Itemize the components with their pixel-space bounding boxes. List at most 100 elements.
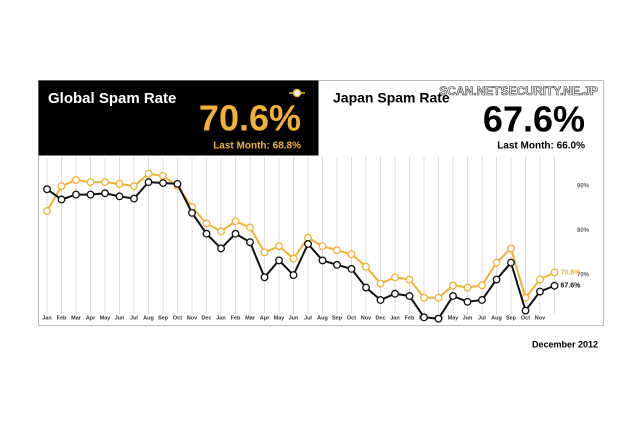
point	[405, 275, 414, 284]
point	[275, 242, 283, 251]
point	[275, 256, 283, 265]
point	[333, 260, 341, 269]
point	[347, 250, 356, 259]
point	[463, 297, 472, 306]
point	[130, 194, 138, 203]
point	[405, 292, 414, 300]
x-tick-label: Aug	[143, 315, 154, 321]
x-tick-label: Jan	[42, 315, 52, 321]
point	[391, 273, 399, 282]
x-tick-label: Oct	[173, 315, 182, 321]
point	[362, 283, 370, 292]
point	[202, 219, 211, 228]
point	[391, 289, 399, 298]
x-tick-label: May	[448, 315, 460, 321]
point	[536, 287, 544, 296]
point	[318, 256, 327, 265]
x-tick-label: Oct	[347, 315, 356, 321]
point	[86, 178, 95, 187]
value-label: 67.6%	[561, 283, 582, 290]
global-panel	[38, 80, 319, 156]
point	[289, 254, 298, 263]
point	[463, 283, 472, 292]
point	[159, 171, 167, 180]
point	[86, 190, 95, 199]
point	[217, 227, 225, 236]
point	[43, 207, 51, 215]
point	[304, 239, 312, 248]
point	[101, 178, 109, 187]
y-tick-label: 80%	[577, 228, 590, 234]
point	[333, 246, 341, 255]
point	[507, 244, 515, 253]
point	[434, 314, 443, 323]
x-tick-label: Dec	[375, 315, 385, 321]
point	[318, 242, 327, 251]
x-tick-label: May	[274, 315, 286, 321]
point	[260, 248, 269, 257]
x-tick-label: Sep	[158, 315, 169, 321]
point	[246, 238, 254, 247]
x-tick-label: Apr	[260, 315, 270, 321]
x-tick-label: Jul	[130, 315, 138, 321]
japan-rate: 67.6%	[483, 99, 585, 140]
point	[521, 306, 530, 315]
point	[536, 275, 544, 284]
point	[478, 281, 486, 290]
point	[217, 244, 225, 253]
point	[144, 178, 153, 187]
x-tick-label: Sep	[332, 315, 343, 321]
x-tick-label: Mar	[245, 315, 256, 321]
x-tick-label: Aug	[491, 315, 502, 321]
x-tick-label: Feb	[57, 315, 67, 321]
point	[72, 190, 80, 199]
x-tick-label: Aug	[317, 315, 328, 321]
x-tick-label: May	[100, 315, 112, 321]
x-tick-label: Feb	[405, 315, 415, 321]
point	[347, 264, 356, 273]
x-tick-label: Dec	[201, 315, 211, 321]
point	[362, 262, 370, 271]
point	[231, 229, 240, 238]
point	[188, 208, 196, 217]
x-tick-label: Jan	[216, 315, 226, 321]
point	[260, 273, 269, 282]
x-tick-label: Jun	[289, 315, 299, 321]
y-tick-label: 90%	[577, 184, 590, 190]
point	[72, 175, 80, 184]
global-last-month: Last Month: 68.8%	[213, 141, 301, 152]
x-tick-label: Oct	[521, 315, 530, 321]
point	[420, 293, 428, 302]
point	[115, 192, 124, 201]
japan-title: Japan Spam Rate	[333, 90, 450, 106]
x-tick-label: Apr	[86, 315, 96, 321]
x-tick-label: Nov	[535, 315, 546, 321]
x-tick-label: Jul	[478, 315, 486, 321]
point	[550, 281, 559, 290]
point	[376, 296, 385, 304]
x-tick-label: Feb	[231, 315, 241, 321]
x-tick-label: Jun	[115, 315, 125, 321]
point	[115, 179, 124, 188]
point	[246, 223, 254, 232]
point	[101, 189, 109, 198]
point	[420, 313, 428, 322]
date-label: December 2012	[532, 339, 598, 349]
x-tick-label: Jan	[390, 315, 400, 321]
y-tick-label: 70%	[577, 273, 590, 279]
point	[449, 292, 457, 300]
point	[231, 217, 240, 226]
x-tick-label: Nov	[187, 315, 198, 321]
point	[43, 185, 51, 194]
watermark: SCAN.NETSECURITY.NE.JP	[439, 84, 598, 98]
japan-last-month: Last Month: 66.0%	[497, 141, 585, 152]
point	[202, 229, 211, 238]
value-label: 70.6%	[561, 269, 582, 276]
x-tick-label: Jul	[304, 315, 312, 321]
point	[159, 179, 167, 187]
point	[478, 296, 486, 304]
point	[376, 279, 385, 288]
x-tick-label: Jun	[463, 315, 473, 321]
